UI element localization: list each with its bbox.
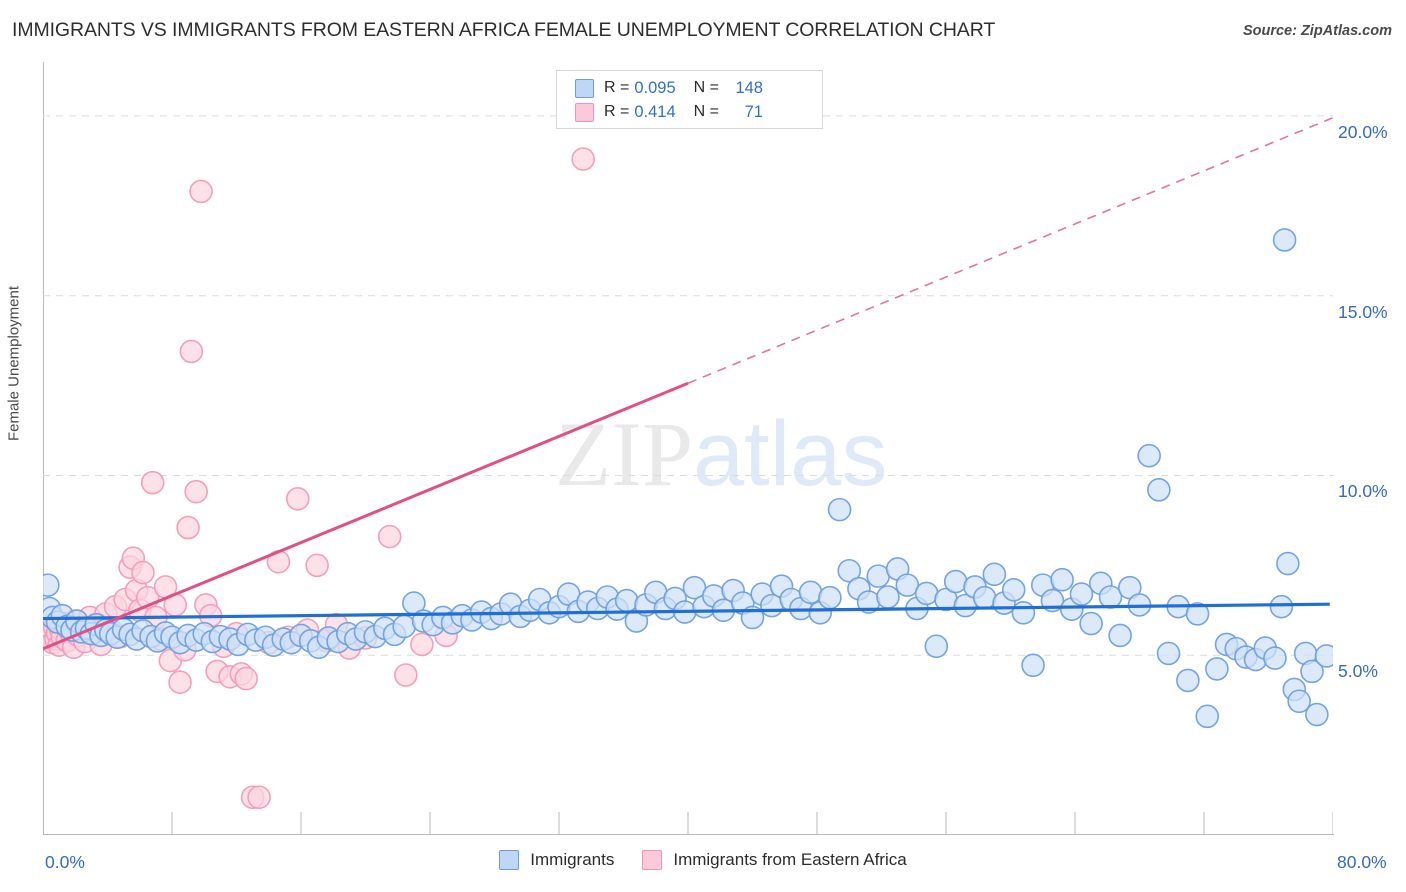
n-value-blue: 148	[735, 78, 763, 97]
r-value-blue: 0.095	[634, 78, 676, 97]
gridlines	[43, 115, 1333, 656]
y-tick-label-1: 10.0%	[1338, 481, 1388, 502]
x-axis-max-label: 80.0%	[1337, 852, 1387, 872]
r-label-pink: R =	[604, 103, 630, 120]
legend-item-immigrants[interactable]: Immigrants	[499, 850, 614, 870]
y-tick-label-3: 20.0%	[1338, 121, 1388, 142]
legend-swatch-immigrants	[499, 850, 520, 870]
y-tick-label-2: 15.0%	[1338, 301, 1388, 322]
x-axis-ticks	[43, 812, 1333, 835]
series-legend: Immigrants Immigrants from Eastern Afric…	[0, 850, 1406, 870]
legend-label-eastern-africa: Immigrants from Eastern Africa	[673, 850, 907, 869]
scatter-points-immigrants	[43, 228, 1333, 729]
page-title: IMMIGRANTS VS IMMIGRANTS FROM EASTERN AF…	[12, 19, 996, 41]
trend-lines	[43, 116, 1333, 651]
legend-label-immigrants: Immigrants	[530, 850, 615, 869]
n-label-blue: N =	[693, 79, 719, 96]
legend-swatch-eastern-africa	[642, 850, 663, 870]
source-attribution: Source: ZipAtlas.com	[1242, 23, 1392, 39]
stats-row-immigrants: R = 0.095 N = 148	[575, 76, 822, 100]
scatter-plot-svg	[43, 115, 1333, 835]
r-label-blue: R =	[604, 79, 630, 96]
y-tick-label-0: 5.0%	[1338, 661, 1378, 682]
stats-swatch-pink	[575, 102, 594, 122]
stats-swatch-blue	[575, 78, 594, 98]
x-axis-min-label: 0.0%	[45, 852, 85, 872]
y-axis-title: Female Unemployment	[5, 285, 23, 442]
legend-item-eastern-africa[interactable]: Immigrants from Eastern Africa	[642, 850, 907, 870]
y-axis-line	[43, 62, 44, 835]
r-value-pink: 0.414	[634, 102, 676, 121]
n-label-pink: N =	[693, 103, 719, 120]
scatter-points-eastern-africa	[43, 147, 595, 810]
n-value-pink: 71	[744, 102, 763, 121]
stats-row-eastern-africa: R = 0.414 N = 71	[575, 100, 822, 124]
plot-area	[43, 62, 1333, 835]
correlation-stats-legend: R = 0.095 N = 148 R = 0.414 N = 71	[556, 70, 823, 129]
